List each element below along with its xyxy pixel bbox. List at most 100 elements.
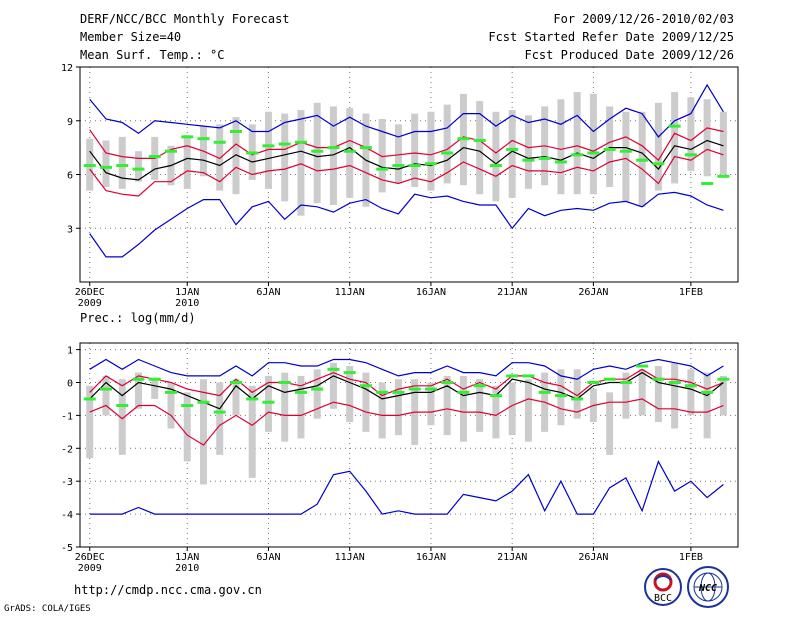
x-tick-label: 1FEB [679, 287, 703, 298]
obs-bar [652, 377, 665, 381]
obs-bar [294, 140, 307, 144]
obs-bar [99, 165, 112, 169]
obs-bar [441, 151, 454, 155]
obs-bar [148, 377, 161, 381]
obs-bar [148, 155, 161, 159]
y-tick-label: -4 [61, 510, 73, 521]
obs-bar [246, 397, 259, 401]
ensemble-box [719, 111, 727, 175]
ensemble-box [281, 113, 289, 202]
x-tick-label: 26DEC [75, 552, 105, 563]
ensemble-box [199, 379, 207, 485]
obs-bar [181, 404, 194, 408]
y-tick-label: -3 [61, 477, 73, 488]
fcst-produced-date: Fcst Produced Date 2009/12/26 [524, 48, 734, 62]
obs-bar [311, 387, 324, 391]
x-tick-label: 11JAN [335, 552, 365, 563]
obs-bar [343, 149, 356, 153]
ensemble-box [443, 375, 451, 436]
variable-label: Mean Surf. Temp.: °C [80, 48, 225, 62]
obs-bar [376, 167, 389, 171]
obs-bar [132, 167, 145, 171]
precip-label: Prec.: log(mm/d) [80, 311, 196, 325]
ensemble-box [216, 382, 224, 455]
obs-bar [489, 164, 502, 168]
obs-bar [554, 394, 567, 398]
obs-bar [668, 124, 681, 128]
obs-bar [554, 160, 567, 164]
obs-bar [619, 380, 632, 384]
ensemble-box [459, 375, 467, 442]
obs-bar [132, 377, 145, 381]
series-line-spread_high [89, 127, 724, 162]
obs-bar [603, 377, 616, 381]
obs-bar [229, 380, 242, 384]
x-tick-label: 2009 [78, 298, 102, 309]
series-line-mean [89, 139, 724, 181]
x-tick-label: 26JAN [578, 552, 608, 563]
ensemble-box [671, 362, 679, 429]
ensemble-box [443, 104, 451, 184]
ensemble-box [216, 124, 224, 191]
y-tick-label: 1 [67, 346, 73, 357]
source-url[interactable]: http://cmdp.ncc.cma.gov.cn [74, 583, 262, 597]
forecast-period: For 2009/12/26-2010/02/03 [553, 12, 734, 26]
y-tick-label: 9 [67, 117, 73, 128]
ensemble-box [378, 382, 386, 439]
obs-bar [668, 380, 681, 384]
obs-bar [359, 146, 372, 150]
plot-frame [79, 342, 739, 548]
ensemble-box [719, 375, 727, 416]
ensemble-box [622, 111, 630, 202]
obs-bar [603, 147, 616, 151]
y-tick-label: -2 [61, 444, 73, 455]
ensemble-box [102, 375, 110, 416]
obs-bar [197, 137, 210, 141]
ensemble-box [638, 369, 646, 416]
obs-bar [473, 138, 486, 142]
x-tick-label: 2010 [175, 563, 199, 574]
ensemble-box [671, 92, 679, 184]
obs-bar [457, 390, 470, 394]
obs-bar [213, 410, 226, 414]
ensemble-box [524, 115, 532, 189]
ensemble-box [492, 111, 500, 202]
ensemble-box [378, 118, 386, 193]
obs-bar [506, 147, 519, 151]
ensemble-box [394, 379, 402, 436]
obs-bar [684, 384, 697, 388]
x-tick-label: 1JAN [175, 552, 199, 563]
x-tick-label: 16JAN [416, 552, 446, 563]
obs-bar [619, 149, 632, 153]
ensemble-box [557, 99, 565, 195]
obs-bar [636, 158, 649, 162]
x-tick-label: 1FEB [679, 552, 703, 563]
ensemble-box [606, 392, 614, 455]
ensemble-box [264, 375, 272, 432]
ensemble-box [508, 382, 516, 436]
ensemble-box [232, 379, 240, 416]
x-tick-label: 11JAN [335, 287, 365, 298]
obs-bar [294, 390, 307, 394]
ensemble-box [427, 111, 435, 191]
ensemble-box [313, 369, 321, 419]
ensemble-box [589, 93, 597, 195]
obs-bar [116, 404, 129, 408]
obs-bar [684, 153, 697, 157]
ensemble-box [687, 97, 695, 171]
chart-title: DERF/NCC/BCC Monthly Forecast [80, 12, 290, 26]
obs-bar [717, 174, 730, 178]
obs-bar [359, 384, 372, 388]
obs-bar [213, 140, 226, 144]
ensemble-box [703, 99, 711, 177]
ensemble-box [297, 375, 305, 439]
ensemble-box [394, 124, 402, 184]
series-line-spread_low [89, 398, 724, 446]
ensemble-box [573, 92, 581, 195]
obs-bar [116, 164, 129, 168]
series-line-max [89, 358, 724, 380]
x-tick-label: 6JAN [256, 287, 280, 298]
obs-bar [181, 135, 194, 139]
x-tick-label: 6JAN [256, 552, 280, 563]
